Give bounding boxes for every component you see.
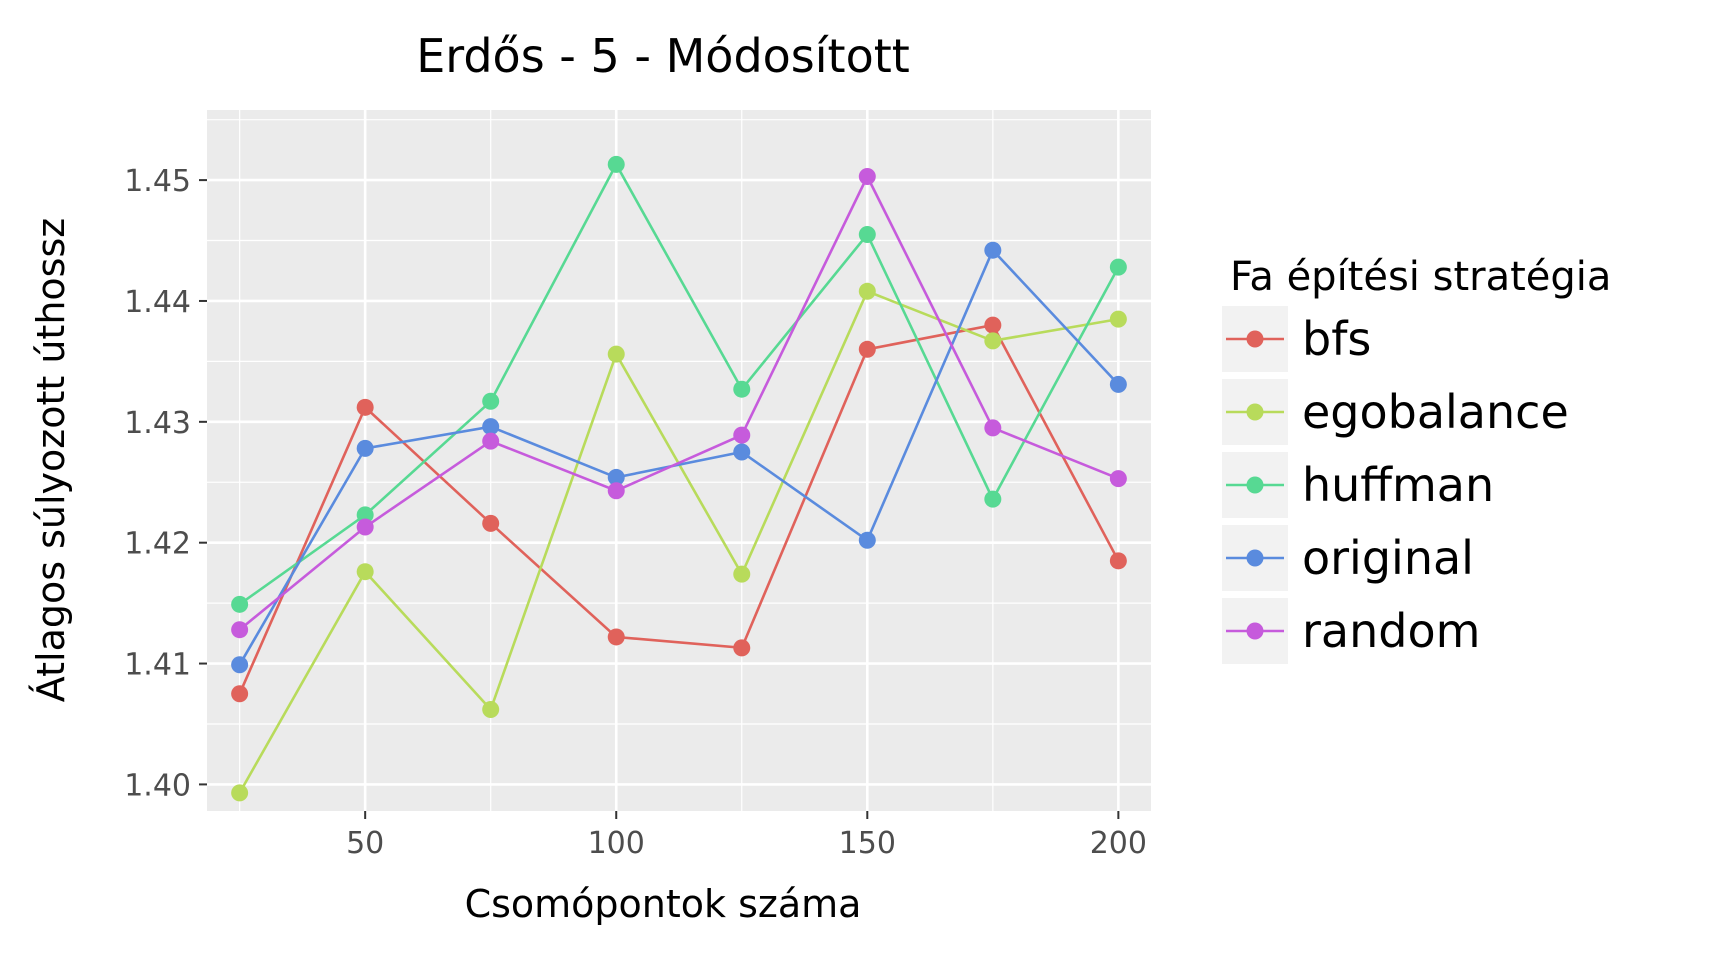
data-point-original [858, 531, 876, 549]
data-point-bfs [482, 514, 500, 532]
data-point-egobalance [607, 345, 625, 363]
y-tick-label: 1.43 [124, 406, 191, 441]
legend-label-bfs: bfs [1302, 312, 1371, 366]
legend-label-original: original [1302, 531, 1474, 585]
y-tick-label: 1.41 [124, 648, 191, 683]
data-point-bfs [1109, 552, 1127, 570]
data-point-huffman [733, 380, 751, 398]
data-point-random [356, 518, 374, 536]
data-point-original [356, 439, 374, 457]
chart-title: Erdős - 5 - Módosított [416, 29, 910, 83]
data-point-original [231, 656, 249, 674]
legend-label-egobalance: egobalance [1302, 385, 1569, 439]
x-axis-title: Csomópontok száma [465, 882, 862, 926]
data-point-bfs [356, 398, 374, 416]
y-axis-title: Átlagos súlyozott úthossz [29, 218, 73, 702]
legend-key-point [1246, 622, 1264, 640]
data-point-egobalance [858, 282, 876, 300]
series-line-original [238, 247, 1120, 666]
data-point-bfs [231, 685, 249, 703]
y-tick-label: 1.42 [124, 527, 191, 562]
data-point-bfs [607, 628, 625, 646]
data-point-original [482, 418, 500, 436]
legend-key-point [1246, 476, 1264, 494]
data-point-original [984, 241, 1002, 259]
data-point-bfs [984, 316, 1002, 334]
data-point-huffman [984, 490, 1002, 508]
data-point-random [733, 426, 751, 444]
x-axis-ticks: 50 100 150 200 [346, 811, 1147, 861]
data-point-random [1109, 470, 1127, 488]
x-tick-label: 50 [346, 826, 384, 861]
legend-title: Fa építési stratégia [1230, 254, 1611, 300]
y-tick-label: 1.45 [124, 164, 191, 199]
y-tick-label: 1.40 [124, 768, 191, 803]
plot-panel [207, 110, 1151, 811]
data-point-egobalance [1109, 310, 1127, 328]
x-tick-label: 100 [588, 826, 645, 861]
data-point-egobalance [231, 784, 249, 802]
y-tick-label: 1.44 [124, 285, 191, 320]
data-point-original [733, 443, 751, 461]
x-tick-label: 200 [1090, 826, 1147, 861]
data-point-random [482, 432, 500, 450]
data-point-bfs [858, 340, 876, 358]
data-point-egobalance [356, 563, 374, 581]
legend-key-point [1246, 549, 1264, 567]
data-point-random [231, 621, 249, 639]
series-line-random [238, 173, 1119, 631]
data-point-huffman [356, 506, 374, 524]
x-tick-label: 150 [839, 826, 896, 861]
data-point-random [984, 419, 1002, 437]
data-point-huffman [482, 392, 500, 410]
legend-key-point [1246, 330, 1264, 348]
series-layer [231, 155, 1127, 802]
data-point-huffman [1109, 258, 1127, 276]
data-point-original [1109, 375, 1127, 393]
data-point-egobalance [733, 565, 751, 583]
legend-key-point [1246, 403, 1264, 421]
legend-label-random: random [1302, 604, 1480, 658]
data-point-egobalance [482, 700, 500, 718]
y-axis-ticks: 1.40 1.41 1.42 1.43 1.44 1.45 [124, 164, 207, 803]
data-point-random [607, 482, 625, 500]
data-point-original [607, 468, 625, 486]
series-line-huffman [238, 161, 1120, 606]
data-point-huffman [858, 225, 876, 243]
data-point-huffman [231, 595, 249, 613]
data-point-egobalance [984, 332, 1002, 350]
data-point-random [858, 167, 876, 185]
legend-label-huffman: huffman [1302, 458, 1494, 512]
data-point-huffman [607, 155, 625, 173]
data-point-bfs [733, 639, 751, 657]
legend: bfs egobalance huffman original random [1222, 306, 1569, 664]
series-line-bfs [238, 323, 1120, 695]
